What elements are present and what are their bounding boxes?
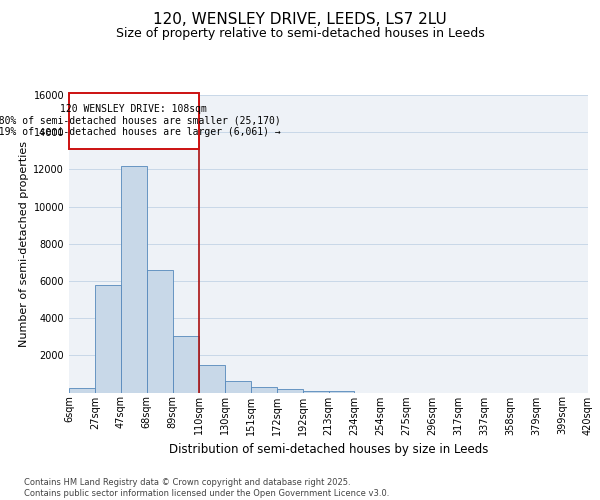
Bar [329, 391, 355, 392]
Bar [277, 390, 302, 392]
Bar [95, 284, 121, 393]
Bar [69, 388, 95, 392]
Bar [302, 390, 329, 392]
Text: 120 WENSLEY DRIVE: 108sqm
← 80% of semi-detached houses are smaller (25,170)
  1: 120 WENSLEY DRIVE: 108sqm ← 80% of semi-… [0, 104, 281, 137]
Text: 120, WENSLEY DRIVE, LEEDS, LS7 2LU: 120, WENSLEY DRIVE, LEEDS, LS7 2LU [153, 12, 447, 28]
Bar [199, 364, 224, 392]
Bar [147, 270, 173, 392]
Bar [173, 336, 199, 392]
X-axis label: Distribution of semi-detached houses by size in Leeds: Distribution of semi-detached houses by … [169, 443, 488, 456]
Y-axis label: Number of semi-detached properties: Number of semi-detached properties [19, 141, 29, 347]
Bar [225, 381, 251, 392]
Text: Contains HM Land Registry data © Crown copyright and database right 2025.
Contai: Contains HM Land Registry data © Crown c… [24, 478, 389, 498]
Bar [251, 388, 277, 392]
Text: Size of property relative to semi-detached houses in Leeds: Size of property relative to semi-detach… [116, 28, 484, 40]
Bar [121, 166, 147, 392]
